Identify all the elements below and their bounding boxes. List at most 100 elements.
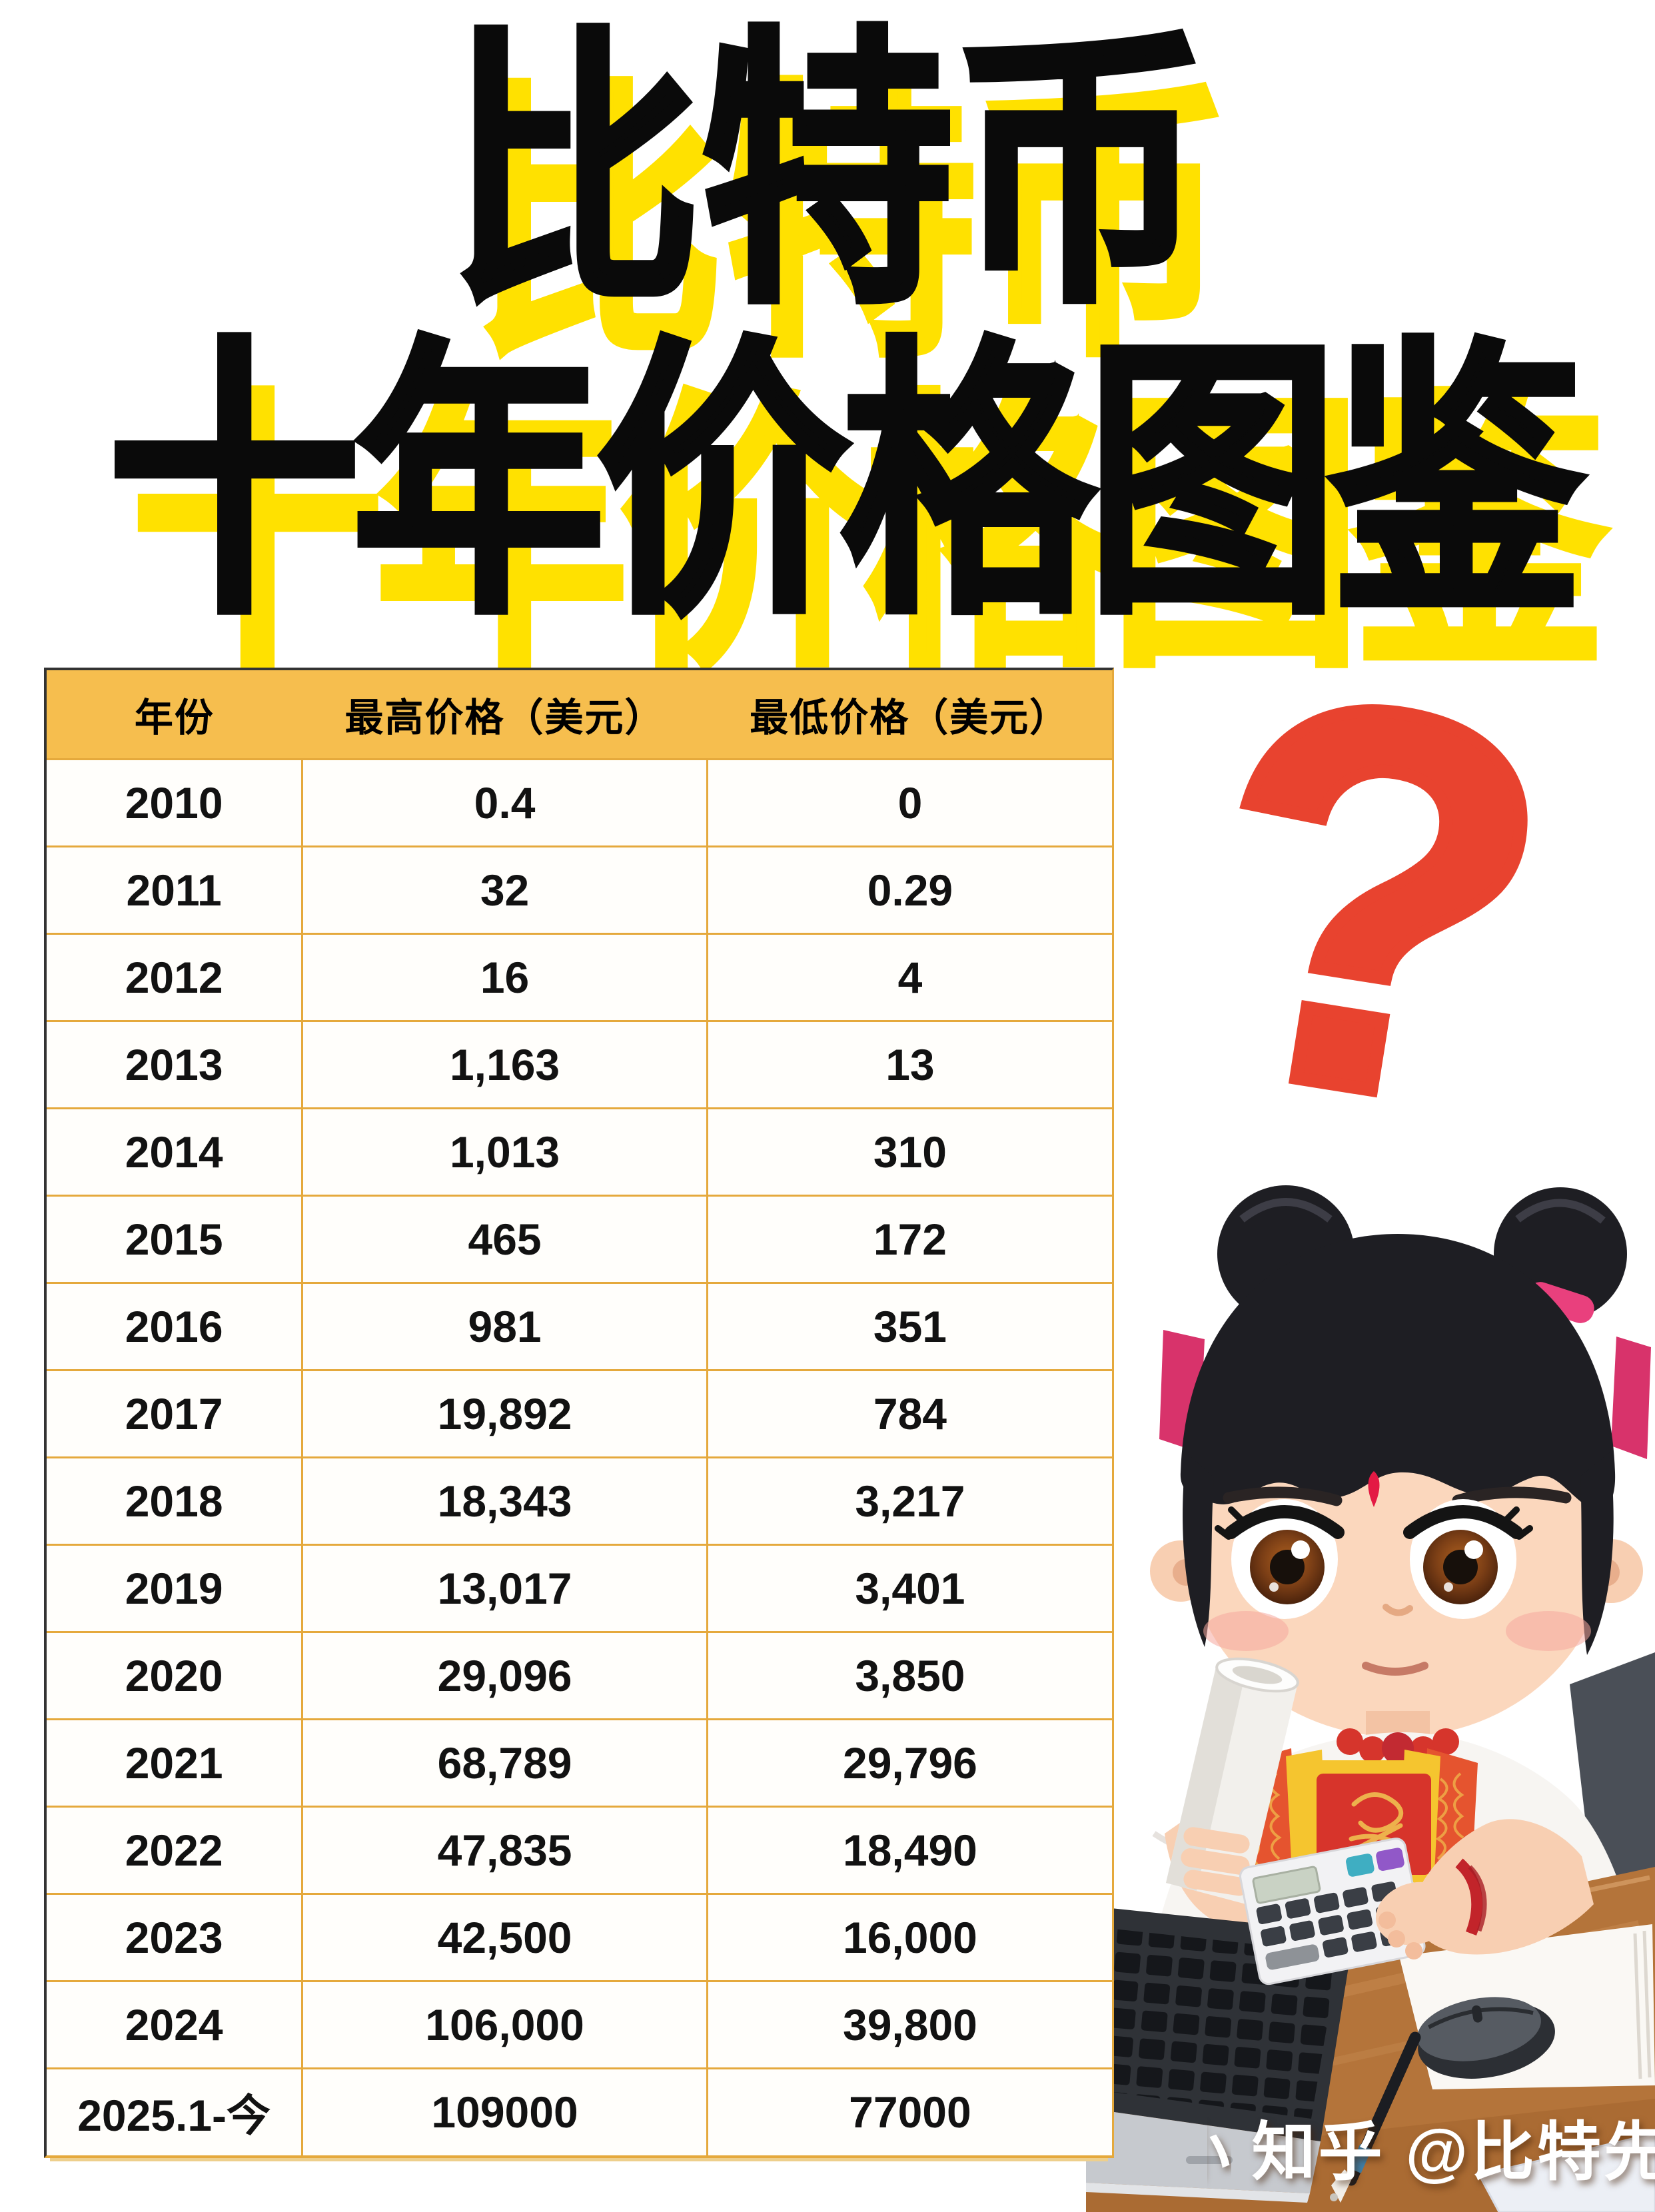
table-row: 2018 18,343 3,217 (47, 1456, 1112, 1544)
high-price-cell: 465 (301, 1194, 708, 1283)
table-row: 2020 29,096 3,850 (47, 1630, 1112, 1719)
year-cell: 2013 (47, 1019, 302, 1108)
high-price-cell: 109000 (301, 2067, 708, 2155)
table-row: 2014 1,013 310 (47, 1107, 1112, 1195)
high-price-cell: 32 (301, 845, 708, 933)
hair-bangs (1180, 1234, 1616, 1655)
table-row: 2015 465 172 (47, 1194, 1112, 1283)
table-row: 2011 32 0.29 (47, 845, 1112, 933)
low-price-cell: 3,401 (706, 1543, 1112, 1632)
high-price-cell: 1,163 (301, 1019, 708, 1108)
column-header: 最高价格（美元） (302, 670, 708, 759)
table-row: 2025.1-今 109000 77000 (47, 2067, 1112, 2155)
high-price-cell: 13,017 (301, 1543, 708, 1632)
table-row: 2017 19,892 784 (47, 1369, 1112, 1457)
low-price-cell: 77000 (706, 2067, 1112, 2155)
low-price-cell: 29,796 (706, 1718, 1112, 1806)
low-price-cell: 351 (706, 1281, 1112, 1370)
year-cell: 2019 (47, 1543, 302, 1632)
collar (1337, 1728, 1459, 1812)
low-price-cell: 4 (706, 932, 1112, 1021)
table-row: 2024 106,000 39,800 (47, 1979, 1112, 2068)
title-line-1-text: 比特币 (446, 11, 1210, 335)
title-line-2: 十年价格图鉴 十年价格图鉴 (105, 335, 1610, 686)
calculator (1239, 1838, 1426, 1985)
mouth (1362, 1662, 1428, 1676)
year-cell: 2017 (47, 1369, 302, 1457)
low-price-cell: 0 (706, 758, 1112, 846)
girl-illustration (1086, 1185, 1655, 2212)
table-row: 2012 16 4 (47, 932, 1112, 1021)
pen (1330, 2031, 1421, 2203)
high-price-cell: 19,892 (301, 1369, 708, 1457)
year-cell: 2022 (47, 1805, 302, 1894)
year-cell: 2020 (47, 1630, 302, 1719)
left-eye (1215, 1499, 1345, 1619)
low-price-cell: 13 (706, 1019, 1112, 1108)
table-header-row: 年份 最高价格（美元） 最低价格（美元） (47, 670, 1112, 759)
table-row: 2013 1,163 13 (47, 1019, 1112, 1108)
eyebrows (1223, 1486, 1572, 1506)
calculator-display (1252, 1866, 1321, 1904)
low-price-cell: 0.29 (706, 845, 1112, 933)
low-price-cell: 18,490 (706, 1805, 1112, 1894)
low-price-cell: 39,800 (706, 1979, 1112, 2068)
price-table-body: 2010 0.4 0 2011 32 0.29 2012 16 4 2013 1,163 13 2014… (47, 758, 1112, 2155)
high-price-cell: 16 (301, 932, 708, 1021)
column-header: 年份 (47, 670, 302, 759)
year-cell: 2010 (47, 758, 302, 846)
high-price-cell: 0.4 (301, 758, 708, 846)
year-cell: 2016 (47, 1281, 302, 1370)
high-price-cell: 1,013 (301, 1107, 708, 1195)
year-cell: 2021 (47, 1718, 302, 1806)
low-price-cell: 3,850 (706, 1630, 1112, 1719)
title-line-2-text: 十年价格图鉴 (105, 321, 1586, 646)
nose (1382, 1604, 1413, 1616)
high-price-cell: 106,000 (301, 1979, 708, 2068)
blush (1203, 1611, 1591, 1651)
year-cell: 2024 (47, 1979, 302, 2068)
low-price-cell: 784 (706, 1369, 1112, 1457)
table-row: 2010 0.4 0 (47, 758, 1112, 846)
computer-mouse (1417, 1997, 1555, 2079)
forehead-mark (1368, 1471, 1380, 1507)
right-eye (1403, 1499, 1533, 1619)
high-price-cell: 981 (301, 1281, 708, 1370)
low-price-cell: 16,000 (706, 1892, 1112, 1981)
table-row: 2016 981 351 (47, 1281, 1112, 1370)
year-cell: 2018 (47, 1456, 302, 1544)
title-line-1-shadow: 比特币 (468, 64, 1233, 388)
year-cell: 2023 (47, 1892, 302, 1981)
year-cell: 2025.1-今 (47, 2067, 302, 2155)
table-row: 2022 47,835 18,490 (47, 1805, 1112, 1894)
high-price-cell: 42,500 (301, 1892, 708, 1981)
red-bracelet (1455, 1858, 1483, 1936)
year-cell: 2015 (47, 1194, 302, 1283)
year-cell: 2014 (47, 1107, 302, 1195)
table-row: 2021 68,789 29,796 (47, 1718, 1112, 1806)
year-cell: 2011 (47, 845, 302, 933)
price-table-wrap: 年份 最高价格（美元） 最低价格（美元） 2010 0.4 0 2011 32 0.29 201… (44, 668, 1114, 2158)
high-price-cell: 29,096 (301, 1630, 708, 1719)
calculator-key-cyan (1346, 1854, 1375, 1877)
low-price-cell: 172 (706, 1194, 1112, 1283)
right-arm (1375, 1819, 1594, 1959)
price-table: 年份 最高价格（美元） 最低价格（美元） 2010 0.4 0 2011 32 0.29 201… (47, 670, 1112, 2155)
table-row: 2023 42,500 16,000 (47, 1892, 1112, 1981)
watermark: 小 知乎 @比特先生 (1207, 2100, 1655, 2193)
watermark-partial-glyph: 小 (1207, 2100, 1231, 2193)
title-line-1: 比特币 比特币 (107, 25, 1547, 375)
left-hand (1181, 1827, 1250, 1896)
high-price-cell: 68,789 (301, 1718, 708, 1806)
high-price-cell: 47,835 (301, 1805, 708, 1894)
watermark-text: 知乎 @比特先生 (1251, 2117, 1655, 2188)
high-price-cell: 18,343 (301, 1456, 708, 1544)
year-cell: 2012 (47, 932, 302, 1021)
low-price-cell: 310 (706, 1107, 1112, 1195)
calculator-key-purple (1376, 1848, 1404, 1871)
right-hand (1375, 1882, 1455, 1945)
table-row: 2019 13,017 3,401 (47, 1543, 1112, 1632)
title-line-2-shadow: 十年价格图鉴 (128, 374, 1610, 699)
column-header: 最低价格（美元） (707, 670, 1112, 759)
